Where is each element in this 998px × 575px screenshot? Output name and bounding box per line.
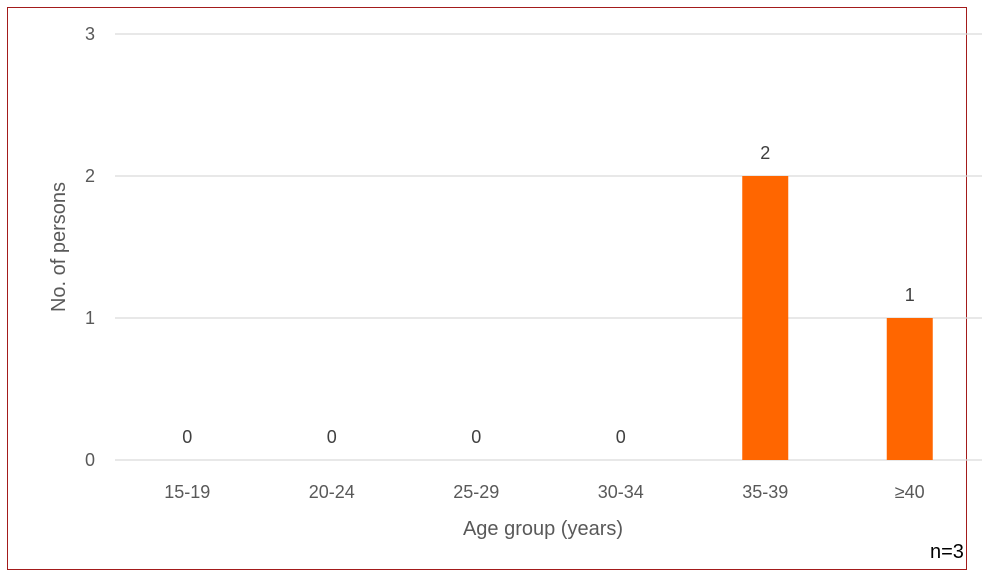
y-tick-label: 2 [85, 166, 95, 186]
y-tick-label: 1 [85, 308, 95, 328]
sample-size-annotation: n=3 [930, 541, 964, 563]
y-axis-ticks: 0 1 2 3 [85, 24, 95, 470]
chart-frame [7, 7, 967, 570]
bars [742, 176, 933, 460]
x-tick-label: 35-39 [742, 482, 788, 502]
bar [886, 318, 933, 460]
data-label: 0 [182, 427, 192, 447]
data-label: 0 [471, 427, 481, 447]
data-labels: 0 0 0 0 2 1 [182, 143, 915, 447]
bar [742, 176, 789, 460]
y-axis-title: No. of persons [48, 182, 70, 312]
x-tick-label: 20-24 [309, 482, 355, 502]
data-label: 0 [616, 427, 626, 447]
y-tick-label: 0 [85, 450, 95, 470]
x-axis-title: Age group (years) [463, 518, 623, 540]
x-axis-ticks: 15-19 20-24 25-29 30-34 35-39 ≥40 [164, 482, 924, 502]
x-tick-label: ≥40 [895, 482, 925, 502]
data-label: 2 [760, 143, 770, 163]
x-tick-label: 15-19 [164, 482, 210, 502]
data-label: 1 [905, 285, 915, 305]
gridlines [115, 33, 982, 461]
y-tick-label: 3 [85, 24, 95, 44]
data-label: 0 [327, 427, 337, 447]
x-tick-label: 30-34 [598, 482, 644, 502]
x-tick-label: 25-29 [453, 482, 499, 502]
